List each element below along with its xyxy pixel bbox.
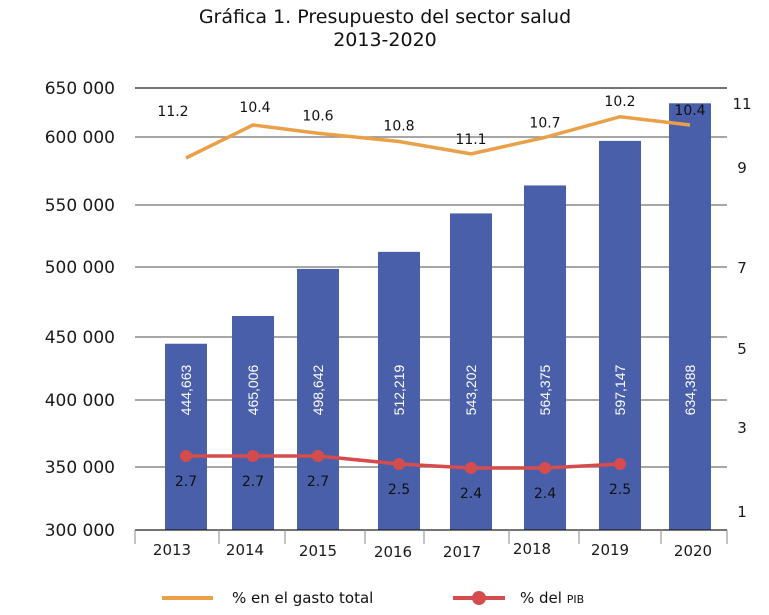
right-tick-label: 9	[737, 159, 747, 177]
y-tick-label: 650 000	[45, 79, 115, 99]
legend-label-gasto-total: % en el gasto total	[232, 589, 373, 607]
line-value-label: 2.7	[242, 474, 264, 490]
legend-marker-pib	[472, 591, 486, 605]
x-tick-label: 2020	[674, 542, 712, 560]
x-tick-label: 2017	[443, 543, 481, 561]
line-value-label: 10.4	[674, 103, 705, 119]
y-tick-label: 500 000	[45, 258, 115, 278]
bar-value-label: 634,388	[682, 364, 698, 415]
line-gasto-total	[185, 115, 691, 160]
x-tick-label: 2013	[153, 541, 191, 559]
bar-value-label: 444,663	[178, 364, 194, 415]
line-marker	[393, 458, 405, 470]
line-marker	[247, 450, 259, 462]
right-tick-label: 1	[737, 503, 747, 521]
line-value-label: 10.8	[383, 119, 414, 135]
line-value-label: 10.2	[604, 94, 635, 110]
x-tick-label: 2015	[299, 542, 337, 560]
y-tick-label: 350 000	[45, 458, 115, 478]
legend: % en el gasto total % del PIB	[162, 589, 584, 607]
x-tick-label: 2014	[226, 541, 264, 559]
bar-value-label: 512,219	[391, 364, 407, 415]
bar-value-label: 543,202	[463, 364, 479, 415]
bar	[450, 213, 492, 531]
chart-subtitle: 2013-2020	[333, 29, 437, 51]
bar	[297, 268, 339, 530]
bar	[378, 251, 420, 530]
line-value-label: 10.6	[302, 108, 333, 124]
x-tick-label: 2019	[591, 541, 629, 559]
y-tick-label: 400 000	[45, 391, 115, 411]
line-marker	[180, 450, 192, 462]
line-value-label: 2.4	[460, 486, 482, 502]
y-tick-label: 600 000	[45, 128, 115, 148]
bar	[524, 185, 566, 530]
line-marker	[539, 462, 551, 474]
line-value-label: 2.5	[609, 482, 631, 498]
bar-series: 444,663 465,006 498,642 512,219 543,202 564,3…	[165, 103, 711, 531]
bar	[669, 103, 711, 531]
legend-item-pib: % del PIB	[453, 589, 584, 607]
line-value-label: 10.4	[239, 100, 270, 116]
right-tick-label: 5	[737, 340, 747, 358]
line-marker	[465, 462, 477, 474]
line-value-label: 11.2	[157, 104, 188, 120]
right-tick-label: 3	[737, 419, 747, 437]
line-value-label: 11.1	[455, 132, 486, 148]
bar	[232, 315, 274, 530]
chart-title: Gráfica 1. Presupuesto del sector salud	[199, 6, 571, 28]
line-value-label: 2.5	[388, 482, 410, 498]
bar-value-label: 498,642	[310, 364, 326, 415]
legend-label-pib-small: PIB	[567, 593, 584, 606]
line-marker	[312, 450, 324, 462]
legend-item-gasto-total: % en el gasto total	[162, 589, 373, 607]
right-tick-label: 7	[737, 259, 747, 277]
x-axis: 2013 2014 2015 2016 2017 2018 2019 2020	[134, 529, 728, 561]
y-tick-label: 300 000	[45, 521, 115, 541]
bar-value-label: 597,147	[612, 364, 628, 415]
line-value-label: 2.7	[175, 474, 197, 490]
y-axis-right: 1 3 5 7 9 11	[732, 95, 751, 521]
bar-value-label: 564,375	[537, 364, 553, 415]
legend-label-pib: % del PIB	[520, 589, 584, 607]
line-value-label: 2.7	[307, 474, 329, 490]
line-value-label: 2.4	[534, 486, 556, 502]
line-series: 11.2 10.4 10.6 10.8 11.1 10.7 10.2 10.4 2.7 2.7 2.…	[157, 94, 705, 502]
legend-label-pib-main: % del	[520, 589, 567, 607]
x-tick-label: 2016	[374, 543, 412, 561]
y-tick-label: 550 000	[45, 196, 115, 216]
bar	[165, 343, 207, 530]
bar-value-label: 465,006	[245, 364, 261, 415]
right-tick-label: 11	[732, 95, 751, 113]
bar	[599, 140, 641, 531]
line-value-label: 10.7	[529, 115, 560, 131]
line-marker	[614, 458, 626, 470]
y-tick-label: 450 000	[45, 328, 115, 348]
y-axis-left: 300 000 350 000 400 000 450 000 500 000 550 0…	[45, 79, 115, 541]
x-tick-label: 2018	[513, 540, 551, 558]
